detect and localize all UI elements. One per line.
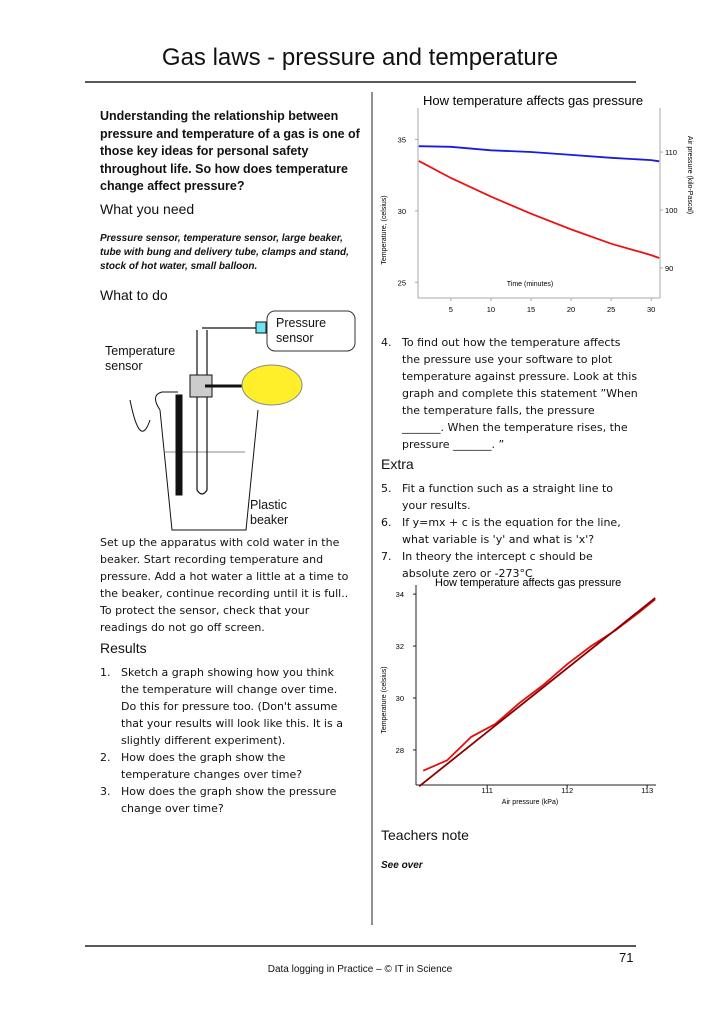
page-number: 71 bbox=[619, 950, 634, 965]
page-title: Gas laws - pressure and temperature bbox=[161, 44, 559, 71]
section-heading: What to do bbox=[100, 287, 168, 303]
intro: Understanding the relationship between p… bbox=[100, 109, 360, 193]
label-box bbox=[266, 310, 356, 352]
y-tick-label: 35 bbox=[398, 135, 406, 144]
x-tick-label: 20 bbox=[567, 305, 575, 314]
list-item: 4. To find out how the temperature affect… bbox=[381, 334, 639, 453]
data-line bbox=[418, 145, 660, 163]
item-number: 6. bbox=[381, 516, 392, 529]
instructions: Set up the apparatus with cold water in … bbox=[100, 536, 349, 634]
section-heading: What you need bbox=[100, 201, 195, 217]
item-text: In theory the intercept c should be abso… bbox=[402, 550, 593, 580]
equipment-list: Pressure sensor, temperature sensor, lar… bbox=[100, 233, 349, 272]
diagram-label: Temperature sensor bbox=[105, 344, 176, 373]
y-axis-label: Temperature (celsius) bbox=[381, 666, 388, 733]
y2-axis-label: Air pressure (kilo-Pascal) bbox=[686, 136, 693, 214]
section-heading: Results bbox=[100, 640, 147, 656]
y-tick-label: 30 bbox=[398, 207, 406, 216]
y2-tick-label: 110 bbox=[665, 148, 677, 157]
y-tick-label: 25 bbox=[398, 278, 406, 287]
x-tick-label: 25 bbox=[607, 305, 615, 314]
item-number: 5. bbox=[381, 482, 392, 495]
item-text: How does the graph show the pressure cha… bbox=[121, 785, 337, 815]
x-tick-label: 10 bbox=[487, 305, 495, 314]
y-tick-label: 28 bbox=[396, 746, 404, 755]
x-tick-label: 111 bbox=[481, 786, 492, 795]
x-tick-label: 15 bbox=[527, 305, 535, 314]
extra-list: 5. Fit a function such as a straight line… bbox=[381, 480, 639, 582]
y2-tick-label: 90 bbox=[665, 264, 673, 273]
item-text: Fit a function such as a straight line t… bbox=[402, 482, 614, 512]
chart-title: How temperature affects gas pressure bbox=[435, 577, 621, 589]
x-tick-label: 113 bbox=[641, 786, 653, 795]
list-item: 3. How does the graph show the pressure c… bbox=[100, 783, 355, 817]
item-text: How does the graph show the temperature … bbox=[121, 751, 303, 781]
y2-tick-label: 100 bbox=[665, 206, 678, 215]
list-item: 6. If y=mx + c is the equation for the li… bbox=[381, 514, 639, 548]
list-item: 5. Fit a function such as a straight line… bbox=[381, 480, 639, 514]
y-tick-label: 34 bbox=[396, 590, 404, 599]
y-tick-label: 30 bbox=[396, 694, 404, 703]
footer-text: Data logging in Practice – © IT in Scien… bbox=[267, 964, 453, 975]
item-text: To find out how the temperature affects … bbox=[402, 336, 638, 451]
section-heading: Extra bbox=[381, 456, 414, 472]
y-axis-label: Temperature, (celsius) bbox=[381, 195, 388, 264]
item-number: 2. bbox=[100, 751, 111, 764]
x-tick-label: 5 bbox=[449, 305, 453, 314]
item-number: 1. bbox=[100, 666, 111, 679]
diagram-label: Plastic beaker bbox=[250, 498, 289, 527]
item-number: 7. bbox=[381, 550, 392, 563]
item-number: 4. bbox=[381, 336, 392, 349]
item-number: 3. bbox=[100, 785, 111, 798]
x-axis-label: Time (minutes) bbox=[507, 281, 553, 288]
section-heading: Teachers note bbox=[381, 827, 469, 843]
step-list: 4. To find out how the temperature affect… bbox=[381, 334, 639, 453]
list-item: 7. In theory the intercept c should be ab… bbox=[381, 548, 639, 582]
apparatus-diagram bbox=[129, 321, 303, 531]
x-axis-label: Air pressure (kPa) bbox=[502, 799, 558, 806]
data-line bbox=[418, 160, 660, 259]
item-text: If y=mx + c is the equation for the line… bbox=[402, 516, 621, 546]
results-list: 1. Sketch a graph showing how you think t… bbox=[100, 664, 355, 817]
list-item: 2. How does the graph show the temperatur… bbox=[100, 749, 355, 783]
y-tick-label: 32 bbox=[396, 642, 404, 651]
chart-title: How temperature affects gas pressure bbox=[423, 93, 643, 108]
diagram-label: Pressure sensor bbox=[276, 316, 327, 345]
x-tick-label: 112 bbox=[561, 786, 573, 795]
list-item: 1. Sketch a graph showing how you think t… bbox=[100, 664, 355, 749]
data-line bbox=[418, 597, 656, 788]
note-text: See over bbox=[381, 860, 423, 871]
item-text: Sketch a graph showing how you think the… bbox=[121, 666, 343, 747]
x-tick-label: 30 bbox=[647, 305, 655, 314]
